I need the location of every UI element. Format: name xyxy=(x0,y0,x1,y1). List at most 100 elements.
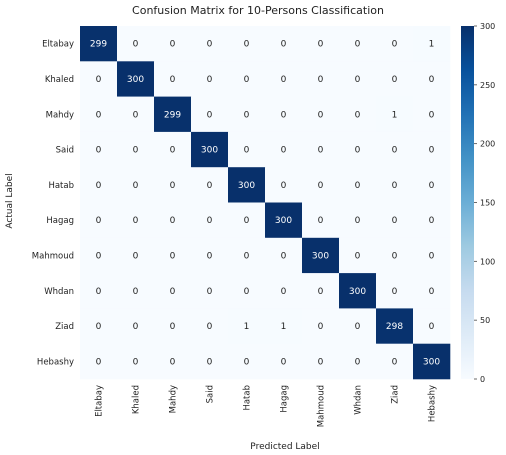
heatmap-cell xyxy=(302,343,340,380)
cell-value-label: 0 xyxy=(355,357,361,367)
cell-value-label: 0 xyxy=(244,251,250,261)
heatmap-cell xyxy=(302,308,340,344)
heatmap-cell xyxy=(413,61,451,97)
cell-value-label: 0 xyxy=(170,40,176,50)
heatmap-cell xyxy=(228,61,266,97)
heatmap-cell xyxy=(80,131,118,168)
cell-value-label: 1 xyxy=(244,322,250,332)
heatmap-cell xyxy=(265,273,303,309)
heatmap-cell xyxy=(191,167,229,203)
row-tick-label: Hatab xyxy=(48,181,74,191)
column-tick-label: Whdan xyxy=(354,385,364,415)
cell-value-label: 0 xyxy=(392,181,398,191)
heatmap-cell xyxy=(228,202,266,239)
heatmap-cell xyxy=(376,308,414,344)
cell-value-label: 0 xyxy=(355,216,361,226)
cell-value-label: 0 xyxy=(244,146,250,156)
column-tick-label: Hebashy xyxy=(428,385,438,422)
heatmap-cell xyxy=(117,61,155,97)
heatmap-cell xyxy=(413,131,451,168)
cell-value-label: 0 xyxy=(170,287,176,297)
cell-value-label: 0 xyxy=(281,251,287,261)
heatmap-cell xyxy=(413,308,451,344)
cell-value-label: 0 xyxy=(133,146,139,156)
cell-value-label: 0 xyxy=(281,181,287,191)
cell-value-label: 0 xyxy=(281,357,287,367)
cell-value-label: 0 xyxy=(170,322,176,332)
heatmap-cell xyxy=(339,273,377,309)
cell-value-label: 300 xyxy=(127,75,144,85)
cell-value-label: 0 xyxy=(207,322,213,332)
heatmap-cell xyxy=(154,343,192,380)
cell-value-label: 0 xyxy=(429,287,435,297)
heatmap-cell xyxy=(302,202,340,239)
cell-value-label: 0 xyxy=(318,216,324,226)
cell-value-label: 0 xyxy=(318,40,324,50)
cell-value-label: 0 xyxy=(429,216,435,226)
heatmap-cell xyxy=(339,26,377,62)
x-axis-label: Predicted Label xyxy=(250,442,319,452)
heatmap-cell xyxy=(413,96,451,133)
cell-value-label: 0 xyxy=(429,322,435,332)
cell-value-label: 0 xyxy=(392,40,398,50)
heatmap-cell xyxy=(302,61,340,97)
heatmap-cell xyxy=(154,273,192,309)
heatmap-cell xyxy=(265,167,303,203)
row-tick-labels: Eltabay Khaled Mahdy Said Hatab Hagag Mahmoud W… xyxy=(32,40,74,368)
chart-title: Confusion Matrix for 10-Persons Classifi… xyxy=(132,4,384,17)
heatmap-cell xyxy=(376,237,414,274)
cell-value-label: 0 xyxy=(96,181,102,191)
heatmap-cell xyxy=(154,131,192,168)
cell-value-label: 0 xyxy=(96,146,102,156)
heatmap-cell xyxy=(191,61,229,97)
cell-value-label: 0 xyxy=(170,75,176,85)
heatmap-cell xyxy=(302,26,340,62)
cell-value-label: 0 xyxy=(133,181,139,191)
cell-value-label: 0 xyxy=(429,110,435,120)
cell-value-label: 0 xyxy=(281,40,287,50)
y-axis-label: Actual Label xyxy=(5,173,15,228)
cell-value-label: 299 xyxy=(164,110,181,120)
heatmap-cell xyxy=(339,131,377,168)
column-tick-label: Mahdy xyxy=(169,385,179,413)
cell-value-label: 0 xyxy=(318,146,324,156)
heatmap-cell xyxy=(339,167,377,203)
heatmap-cell xyxy=(117,202,155,239)
cell-value-label: 0 xyxy=(96,251,102,261)
heatmap-cell xyxy=(191,237,229,274)
heatmap-cell xyxy=(376,202,414,239)
cell-value-label: 0 xyxy=(133,251,139,261)
column-tick-label: Hagag xyxy=(280,385,290,413)
column-tick-label: Said xyxy=(206,385,216,403)
cell-value-label: 0 xyxy=(392,216,398,226)
cell-value-label: 0 xyxy=(96,110,102,120)
cell-value-label: 0 xyxy=(96,75,102,85)
row-tick-label: Hagag xyxy=(46,216,74,226)
heatmap-cell xyxy=(154,167,192,203)
cell-value-label: 0 xyxy=(429,181,435,191)
colorbar-ticks: 0 50 100 150 200 250 300 xyxy=(474,22,495,384)
colorbar-tick-label: 100 xyxy=(480,257,495,266)
heatmap-cell xyxy=(228,237,266,274)
heatmap-cell xyxy=(265,131,303,168)
cell-value-label: 0 xyxy=(244,110,250,120)
heatmap-cell xyxy=(191,273,229,309)
cell-value-label: 0 xyxy=(207,216,213,226)
heatmap-cell xyxy=(302,96,340,133)
heatmap-cell xyxy=(154,237,192,274)
heatmap-cell xyxy=(80,61,118,97)
heatmap-cells: 299 0 0 0 0 0 0 0 0 1 0 300 0 0 0 0 0 0 0 0 0 0 299 0 0 0 0 0 1 0 0 0 0 3… xyxy=(80,26,451,380)
heatmap-cell xyxy=(265,61,303,97)
cell-value-label: 0 xyxy=(96,357,102,367)
heatmap-cell xyxy=(117,131,155,168)
cell-value-label: 0 xyxy=(355,322,361,332)
column-tick-label: Hatab xyxy=(243,385,253,411)
colorbar-tick-label: 0 xyxy=(480,375,485,384)
heatmap-cell xyxy=(302,131,340,168)
heatmap-cell xyxy=(191,202,229,239)
cell-value-label: 0 xyxy=(429,251,435,261)
heatmap-cell xyxy=(191,343,229,380)
cell-value-label: 0 xyxy=(133,40,139,50)
cell-value-label: 0 xyxy=(170,251,176,261)
row-tick-label: Hebashy xyxy=(37,357,74,367)
